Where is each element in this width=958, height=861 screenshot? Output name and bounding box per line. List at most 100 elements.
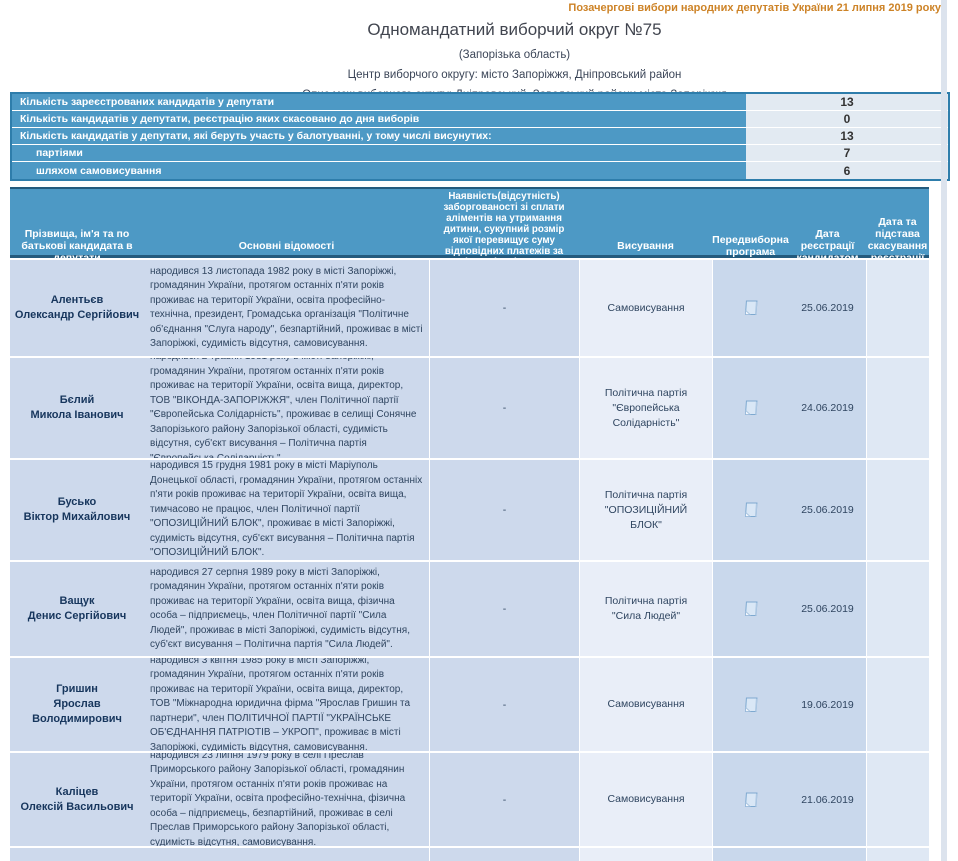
cancellation-cell [866,562,929,656]
summary-label: шляхом самовисування [12,162,746,179]
table-row: Ващук Денис Сергійович народився 27 серп… [10,562,929,656]
region-subtitle: (Запорізька область) [458,49,571,61]
candidate-name [10,848,144,861]
candidate-given-names: Ярослав Володимирович [32,698,122,725]
summary-value: 13 [746,94,948,110]
alimony-status: - [429,260,579,356]
alimony-status: - [429,562,579,656]
candidate-surname: Алентьєв [50,294,104,306]
program-cell [712,848,789,861]
candidate-given-names: Віктор Михайлович [23,511,131,523]
header-program: Передвиборна програма [712,234,789,258]
program-cell [712,358,789,458]
election-banner-link[interactable]: Позачергові вибори народних депутатів Ук… [568,2,941,14]
candidate-surname: Каліцев [55,785,99,798]
summary-label: Кількість кандидатів у депутати, які бер… [12,128,746,144]
nomination [579,848,712,861]
registration-date: 24.06.2019 [789,358,866,458]
cancellation-cell [866,658,929,751]
summary-label: партіями [12,145,746,161]
table-row: Алентьєв Олександр Сергійович народився … [10,260,929,356]
candidate-details: народився 15 грудня 1981 року в місті Ма… [144,460,429,560]
candidate-given-names: Микола Іванович [30,409,124,421]
summary-value: 7 [746,145,948,161]
header-nomination: Висування [617,240,674,252]
program-cell [712,260,789,356]
nomination: Самовисування [579,260,712,356]
summary-value: 13 [746,128,948,144]
candidates-table: Прізвища, ім'я та по батькові кандидата … [10,187,929,861]
program-document-icon[interactable] [744,792,758,808]
nomination: Політична партія "Європейська Солідарніс… [579,358,712,458]
candidate-given-names: Олександр Сергійович [14,309,140,321]
candidate-surname: Гришин [56,683,98,695]
candidate-details: народився 2 травня 1981 року в місті Зап… [144,358,429,458]
alimony-status: - [429,358,579,458]
candidate-name: Бусько Віктор Михайлович [10,460,144,560]
program-cell [712,753,789,846]
candidate-surname: Ващук [59,595,95,607]
cancellation-cell [866,753,929,846]
candidate-given-names: Олексій Васильович [20,800,134,813]
program-document-icon[interactable] [744,697,758,713]
candidate-details: народився 23 липня 1979 року в селі Прес… [144,753,429,846]
registration-date: 21.06.2019 [789,753,866,846]
nomination: Самовисування [579,753,712,846]
summary-row: Кількість кандидатів у депутати, реєстра… [12,111,948,128]
candidate-given-names: Денис Сергійович [27,610,127,622]
summary-row: Кількість кандидатів у депутати, які бер… [12,128,948,145]
program-cell [712,460,789,560]
program-cell [712,658,789,751]
candidate-details: народився 3 квітня 1985 року в місті Зап… [144,658,429,751]
registration-date: 25.06.2019 [789,460,866,560]
candidate-name: Каліцев Олексій Васильович [10,753,144,846]
candidate-surname: Бусько [57,496,97,508]
candidate-name: Бєлий Микола Іванович [10,358,144,458]
alimony-status: - [429,460,579,560]
candidate-surname: Бєлий [59,394,95,406]
summary-label: Кількість кандидатів у депутати, реєстра… [12,111,746,127]
summary-row: партіями 7 [12,145,948,162]
table-row: Бєлий Микола Іванович народився 2 травня… [10,358,929,458]
alimony-status: - [429,658,579,751]
alimony-status: - [429,753,579,846]
nomination: Самовисування [579,658,712,751]
program-document-icon[interactable] [744,400,758,416]
candidate-name: Гришин Ярослав Володимирович [10,658,144,751]
summary-value: 6 [746,162,948,179]
cancellation-cell [866,260,929,356]
page-scrollbar[interactable] [941,0,947,861]
nomination: Політична партія "Сила Людей" [579,562,712,656]
page-title: Одномандатний виборчий округ №75 [367,20,662,39]
program-document-icon[interactable] [744,601,758,617]
cancellation-cell [866,848,929,861]
table-row: Бусько Віктор Михайлович народився 15 гр… [10,460,929,560]
candidate-name: Алентьєв Олександр Сергійович [10,260,144,356]
registration-date: 19.06.2019 [789,658,866,751]
program-document-icon[interactable] [744,300,758,316]
candidate-details: народився 13 листопада 1982 року в місті… [144,260,429,356]
district-center-line: Центр виборчого округу: місто Запоріжжя,… [347,69,682,81]
registration-date: 25.06.2019 [789,260,866,356]
cancellation-cell [866,460,929,560]
table-body: Алентьєв Олександр Сергійович народився … [10,260,929,861]
cancellation-cell [866,358,929,458]
table-row: народився 20 квітня 1960 року в місті Бе… [10,848,929,861]
program-document-icon[interactable] [744,502,758,518]
candidate-details: народився 27 серпня 1989 року в місті За… [144,562,429,656]
candidate-name: Ващук Денис Сергійович [10,562,144,656]
summary-row: шляхом самовисування 6 [12,162,948,179]
alimony-status [429,848,579,861]
table-header-row: Прізвища, ім'я та по батькові кандидата … [10,187,929,301]
registration-date: 25.06.2019 [789,562,866,656]
summary-value: 0 [746,111,948,127]
program-cell [712,562,789,656]
registration-date [789,848,866,861]
header-basic-info: Основні відомості [238,240,335,252]
summary-label: Кількість зареєстрованих кандидатів у де… [12,94,746,110]
summary-table: Кількість зареєстрованих кандидатів у де… [10,92,950,181]
summary-row: Кількість зареєстрованих кандидатів у де… [12,94,948,111]
table-row: Каліцев Олексій Васильович народився 23 … [10,753,929,846]
nomination: Політична партія "ОПОЗИЦІЙНИЙ БЛОК" [579,460,712,560]
